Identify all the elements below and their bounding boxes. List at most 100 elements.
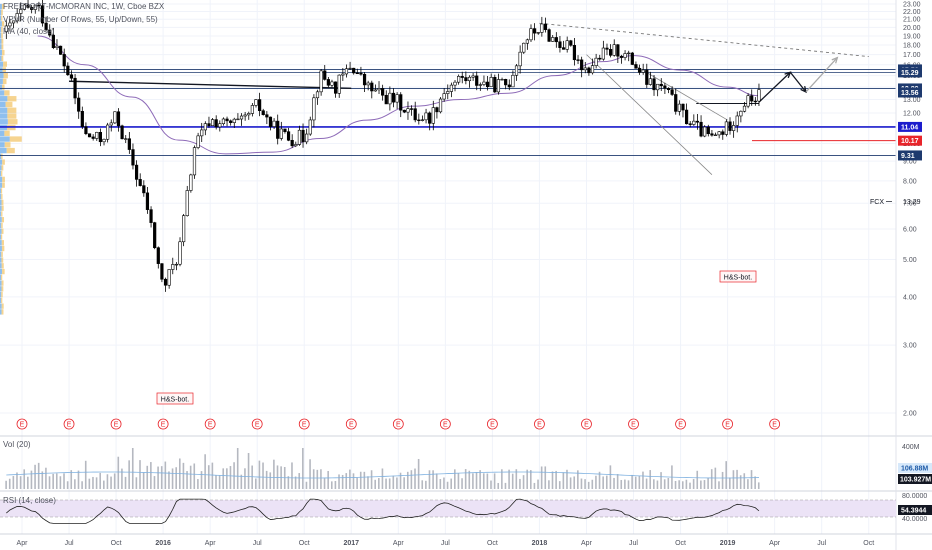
earnings-marker-text: E	[725, 422, 730, 429]
time-tick-label: Jul	[65, 540, 74, 547]
legend-ma[interactable]: MA (40, close)	[3, 27, 55, 36]
volume-bar	[229, 466, 232, 489]
legend-volume[interactable]: Vol (20)	[3, 440, 31, 449]
volume-bar	[175, 467, 177, 489]
vpvr-row-up	[0, 130, 5, 136]
volume-bar	[490, 480, 492, 489]
earnings-marker[interactable]: E	[675, 418, 686, 430]
candle	[167, 269, 171, 289]
candle	[648, 71, 653, 86]
volume-bar	[244, 468, 246, 489]
candle	[163, 277, 168, 292]
vpvr-row-up	[0, 274, 2, 281]
horizontal-levels[interactable]	[0, 69, 896, 156]
volume-bar	[92, 476, 94, 489]
projection-segment[interactable]	[758, 71, 791, 103]
candle	[124, 135, 128, 143]
vpvr-row-up	[0, 257, 2, 263]
time-tick-label: 2016	[155, 540, 171, 547]
candle	[449, 82, 453, 98]
vpvr-row-down	[7, 113, 17, 119]
earnings-marker[interactable]: E	[534, 418, 545, 430]
volume-bar	[609, 465, 612, 489]
volume-bar	[41, 471, 44, 489]
earnings-marker[interactable]: E	[204, 418, 216, 430]
earnings-marker[interactable]: E	[486, 418, 498, 430]
vpvr-row-up	[0, 55, 2, 62]
price-axis[interactable]: 23.0022.0021.0020.0019.0018.0017.0016.00…	[903, 2, 921, 418]
earnings-marker[interactable]: E	[722, 418, 733, 430]
candle	[428, 111, 432, 131]
vpvr-row-down	[1, 217, 5, 223]
volume-bar	[211, 462, 214, 489]
candle	[214, 115, 218, 130]
volume-bar	[309, 459, 311, 489]
earnings-marker[interactable]: E	[581, 418, 592, 430]
neckline-left[interactable]	[69, 80, 352, 90]
projection-segment[interactable]	[789, 71, 807, 93]
candle	[91, 134, 95, 141]
trend-drawings[interactable]	[69, 22, 869, 175]
vpvr-row-up	[0, 245, 2, 252]
projection-segment[interactable]	[805, 57, 838, 93]
legend-vpvr[interactable]: VPVR (Number Of Rows, 55, Up/Down, 55)	[3, 15, 158, 24]
candle	[757, 83, 761, 106]
volume-bar	[66, 481, 69, 489]
earnings-marker[interactable]: E	[251, 418, 263, 430]
candle	[102, 138, 106, 146]
earnings-marker[interactable]: E	[769, 418, 781, 430]
earnings-marker[interactable]: E	[628, 418, 639, 430]
volume-bar	[363, 471, 366, 489]
earnings-marker[interactable]: E	[110, 418, 122, 430]
vpvr-row-up	[0, 176, 3, 183]
candle	[536, 31, 540, 35]
hs-bot-label-left[interactable]: H&S-bot.	[156, 392, 194, 405]
candle	[11, 20, 16, 29]
earnings-marker[interactable]: E	[345, 418, 357, 430]
vpvr-row-up	[0, 15, 2, 21]
rsi-line	[6, 498, 760, 524]
legend-rsi[interactable]: RSI (14, close)	[3, 496, 56, 505]
volume-bar	[23, 469, 26, 489]
vpvr-row-up	[0, 228, 2, 234]
earnings-marker[interactable]: E	[63, 418, 75, 430]
channel-line[interactable]	[633, 64, 728, 121]
earnings-marker[interactable]: E	[16, 418, 28, 430]
candle	[677, 100, 681, 116]
volume-bar	[591, 479, 594, 489]
hs-bot-label-right[interactable]: H&S-bot.	[719, 270, 757, 283]
volume-bar	[696, 470, 699, 489]
channel-line[interactable]	[586, 54, 713, 175]
price-tag: 15.29	[898, 67, 922, 78]
price-tag-text: 11.04	[901, 124, 918, 131]
volume-bar	[197, 479, 199, 489]
candle	[261, 108, 265, 116]
downtrend-line[interactable]	[539, 22, 869, 58]
vpvr-row-down	[1, 228, 4, 234]
vpvr-row-down	[1, 240, 4, 246]
candle	[221, 117, 226, 126]
candle	[641, 63, 645, 75]
volume-bar	[508, 469, 510, 489]
candle	[750, 89, 754, 106]
earnings-marker[interactable]: E	[439, 418, 451, 430]
earnings-marker[interactable]: E	[157, 418, 169, 430]
earnings-marker[interactable]: E	[392, 418, 404, 430]
volume-bar	[269, 472, 272, 489]
candle	[250, 103, 254, 117]
candle	[485, 75, 490, 91]
volume-bar	[443, 477, 445, 489]
volume-bar	[605, 475, 608, 489]
candle	[189, 173, 193, 193]
candle	[80, 106, 84, 130]
volume-bar	[472, 473, 474, 489]
time-tick-label: Apr	[17, 540, 29, 547]
time-axis[interactable]: Apr Jul Oct 2016 Apr Jul Oct 2017 Apr Jul Oct 2018 A…	[17, 540, 875, 547]
legend-title[interactable]: FREEPORT-MCMORAN INC, 1W, Cboe BZX	[3, 2, 165, 11]
candle	[138, 173, 142, 187]
candle	[659, 78, 663, 92]
vpvr-row-down	[1, 199, 4, 206]
earnings-marker[interactable]: E	[298, 418, 310, 430]
